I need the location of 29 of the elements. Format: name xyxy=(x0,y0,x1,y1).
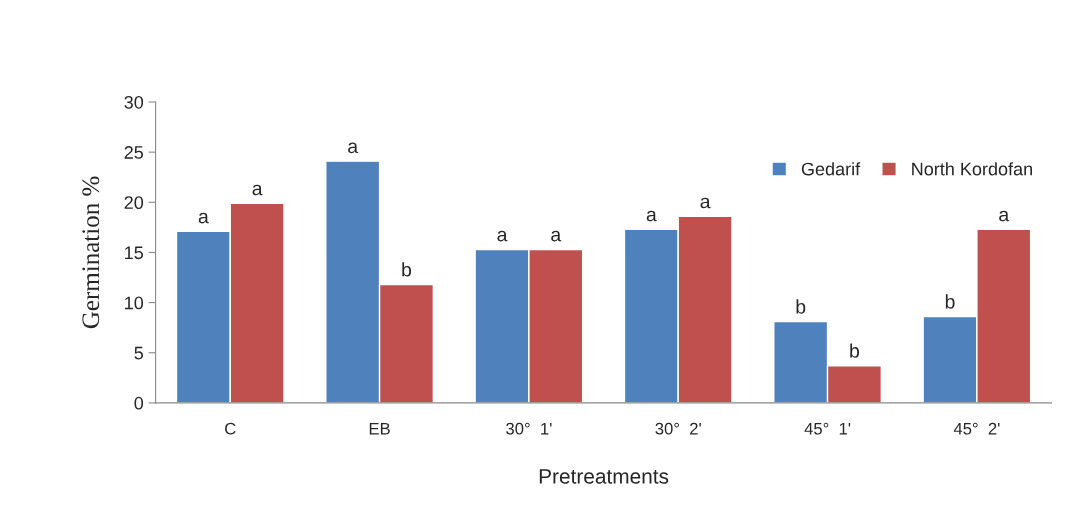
x-axis-title: Pretreatments xyxy=(539,469,669,484)
x-tick-label: 45° 2ʹ xyxy=(953,422,1000,435)
data-label: b xyxy=(850,343,860,358)
y-tick-label: 20 xyxy=(124,196,144,210)
x-tick-label: EB xyxy=(369,422,390,435)
y-tick-label: 5 xyxy=(134,346,144,360)
data-label: a xyxy=(999,210,1010,222)
legend-label: North Kordofan xyxy=(912,162,1032,176)
y-tick-label: 10 xyxy=(125,296,144,310)
data-label: a xyxy=(198,212,209,224)
x-tick-label: 45° 1ʹ xyxy=(804,422,851,435)
y-axis-title: Germination % xyxy=(82,176,100,329)
legend-label: Gedarif xyxy=(801,162,861,176)
y-tick-label: 25 xyxy=(124,146,144,159)
data-label: a xyxy=(700,197,711,209)
data-label: a xyxy=(551,230,562,242)
data-label: a xyxy=(646,210,657,222)
x-tick-label: 30° 1ʹ xyxy=(506,422,552,435)
data-label: a xyxy=(497,230,508,242)
data-label: b xyxy=(796,299,806,314)
y-tick-label: 0 xyxy=(134,396,144,410)
y-tick-label: 30 xyxy=(124,95,144,109)
x-tick-label: 30° 2ʹ xyxy=(655,422,701,435)
y-tick-label: 15 xyxy=(125,246,144,260)
data-label: a xyxy=(252,184,263,196)
data-label: a xyxy=(348,142,359,154)
data-label: b xyxy=(402,262,412,277)
x-tick-label: C xyxy=(225,422,236,435)
data-label: b xyxy=(945,294,955,309)
